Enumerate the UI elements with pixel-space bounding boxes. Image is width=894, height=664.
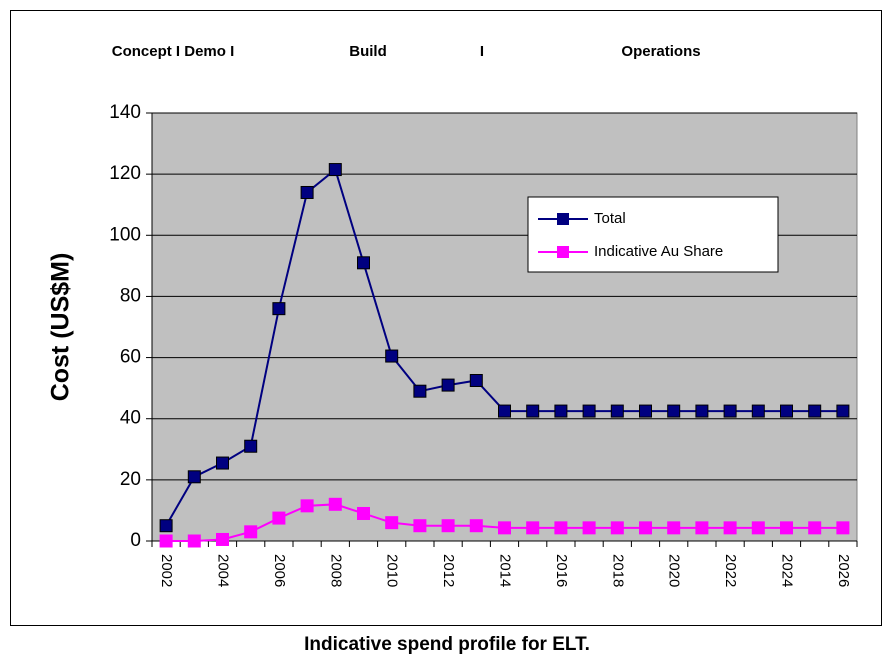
data-point [328,163,342,177]
x-tick-label: 2006 [271,554,288,587]
data-point [244,525,258,539]
x-tick-label: 2018 [609,554,626,587]
x-tick-label: 2008 [327,554,344,587]
x-tick-label: 2012 [440,554,457,587]
data-point [780,404,793,418]
data-point [441,378,455,392]
data-point [469,374,483,387]
legend-marker [557,246,569,258]
x-tick-label: 2010 [384,554,401,587]
legend-box [527,196,779,273]
data-point [695,521,709,535]
data-point [808,404,822,418]
x-tick-label: 2016 [553,554,570,587]
data-point [526,521,540,535]
plot-area [151,112,858,542]
data-point [300,185,314,199]
data-point [667,404,681,418]
data-point [610,521,624,535]
data-point [836,521,850,535]
x-tick-label: 2026 [835,554,852,587]
y-tick-label: 0 [130,530,141,551]
data-point [639,521,652,535]
data-point [695,404,709,418]
data-point [610,404,624,418]
data-point [159,519,173,533]
data-point [582,521,596,535]
legend-label: Indicative Au Share [594,243,723,260]
data-point [216,532,229,546]
y-tick-label: 140 [109,102,141,123]
data-point [272,511,286,525]
data-point [357,506,370,520]
x-tick-label: 2022 [722,554,739,587]
y-tick-label: 40 [120,408,141,429]
data-point [751,404,765,418]
data-point [441,519,455,533]
x-tick-label: 2014 [497,554,514,587]
data-point [582,404,596,418]
data-point [385,516,399,530]
data-point [526,404,540,418]
y-tick-label: 100 [109,224,141,245]
data-point [667,521,681,535]
data-point [216,456,229,470]
data-point [300,499,314,513]
x-tick-label: 2002 [158,554,175,587]
legend-marker [557,213,569,225]
data-point [385,349,399,363]
data-point [554,521,568,535]
phase-label: Build [349,43,387,60]
data-point [723,521,737,535]
x-tick-label: 2020 [666,554,683,587]
x-tick-label: 2024 [779,554,796,587]
y-tick-label: 60 [120,347,141,368]
phase-label: I [480,43,484,60]
y-tick-label: 80 [120,285,141,306]
caption: Indicative spend profile for ELT. [304,634,590,655]
data-point [328,497,342,511]
data-point [357,256,370,270]
data-point [413,519,427,533]
data-point [244,439,258,453]
data-point [751,521,765,535]
y-tick-label: 20 [120,469,141,490]
data-point [836,404,850,418]
legend-label: Total [594,210,626,227]
y-axis-label: Cost (US$M) [47,253,75,402]
phase-label: Operations [621,43,700,60]
data-point [413,384,427,398]
x-tick-label: 2004 [215,554,232,587]
data-point [187,470,201,484]
data-point [159,534,173,548]
data-point [272,302,286,316]
phase-label: Concept I Demo I [112,43,235,60]
data-point [639,404,652,418]
data-point [498,521,511,535]
data-point [808,521,822,535]
data-point [554,404,568,418]
data-point [187,534,201,548]
data-point [723,404,737,418]
data-point [780,521,793,535]
data-point [498,404,511,418]
y-tick-label: 120 [109,163,141,184]
data-point [469,519,483,533]
